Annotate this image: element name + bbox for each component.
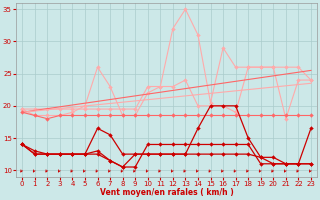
- X-axis label: Vent moyen/en rafales ( km/h ): Vent moyen/en rafales ( km/h ): [100, 188, 234, 197]
